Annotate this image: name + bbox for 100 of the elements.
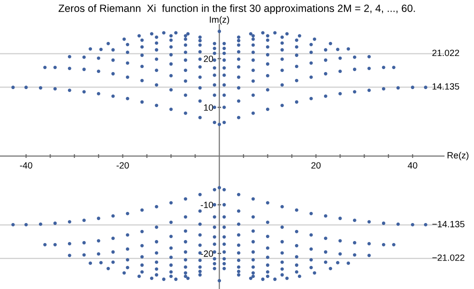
point	[251, 43, 255, 47]
point	[68, 88, 72, 92]
point	[212, 257, 216, 261]
point	[338, 92, 342, 96]
point	[236, 265, 240, 269]
point	[198, 75, 202, 79]
point	[309, 61, 313, 65]
point	[324, 250, 328, 254]
point	[236, 116, 240, 120]
point	[154, 36, 158, 39]
point	[184, 258, 188, 262]
point	[184, 274, 188, 278]
point	[222, 120, 226, 124]
point	[218, 30, 222, 34]
point	[140, 54, 144, 57]
point	[309, 247, 313, 251]
point	[338, 216, 342, 220]
point	[111, 72, 115, 76]
point	[324, 72, 328, 76]
point	[338, 252, 342, 256]
point	[294, 255, 298, 259]
point	[186, 32, 190, 36]
point	[336, 48, 340, 52]
point	[382, 87, 386, 91]
point	[280, 83, 284, 87]
point	[236, 192, 240, 196]
point	[280, 57, 284, 61]
point	[82, 253, 86, 257]
point	[396, 222, 400, 226]
point	[367, 242, 371, 246]
point	[122, 37, 126, 41]
point	[266, 53, 270, 56]
point	[150, 32, 154, 36]
point	[251, 50, 255, 54]
point	[280, 260, 284, 264]
point	[280, 68, 284, 72]
point	[280, 267, 284, 271]
point	[218, 186, 222, 190]
point	[236, 57, 240, 61]
point	[309, 50, 313, 54]
point	[38, 86, 42, 90]
point	[266, 263, 270, 267]
y-axis-title: Im(z)	[210, 16, 230, 25]
point	[236, 251, 240, 255]
point	[367, 88, 371, 92]
point	[169, 263, 173, 267]
point	[198, 86, 202, 90]
point	[154, 225, 158, 229]
point	[96, 216, 100, 220]
point	[137, 274, 141, 278]
point	[236, 86, 240, 90]
ref-line-label: 14.135	[432, 83, 460, 90]
point	[82, 241, 86, 244]
point	[338, 70, 342, 74]
point	[140, 208, 144, 212]
point	[266, 62, 270, 66]
point	[266, 220, 270, 224]
point	[352, 68, 356, 72]
point	[198, 38, 202, 42]
point	[249, 32, 252, 36]
point	[251, 58, 255, 62]
point	[251, 68, 255, 72]
point	[285, 276, 289, 280]
point	[324, 58, 328, 62]
x-tick-label: -20	[116, 162, 129, 169]
point	[294, 230, 298, 234]
point	[280, 205, 284, 208]
point	[222, 242, 226, 246]
point	[212, 52, 216, 55]
point	[122, 271, 126, 275]
point	[24, 223, 28, 226]
point	[169, 220, 173, 224]
y-tick-label: -10	[200, 202, 214, 208]
point	[346, 261, 350, 265]
point	[261, 31, 265, 35]
point	[367, 66, 371, 70]
point	[309, 96, 313, 100]
point	[236, 38, 240, 42]
point	[251, 37, 255, 41]
point	[169, 256, 173, 260]
point	[294, 244, 298, 248]
point	[280, 273, 284, 277]
point	[410, 223, 414, 226]
point	[309, 258, 313, 262]
point	[96, 252, 100, 256]
point	[236, 75, 240, 79]
point	[222, 266, 226, 270]
point	[266, 108, 270, 111]
point	[309, 266, 313, 270]
point	[338, 56, 342, 60]
point	[309, 233, 313, 237]
point	[236, 36, 240, 39]
point	[53, 222, 57, 225]
point	[24, 86, 28, 90]
point	[352, 55, 356, 59]
point	[198, 258, 202, 262]
point	[198, 36, 202, 39]
point	[82, 55, 86, 59]
point	[111, 236, 115, 240]
point	[251, 271, 255, 275]
